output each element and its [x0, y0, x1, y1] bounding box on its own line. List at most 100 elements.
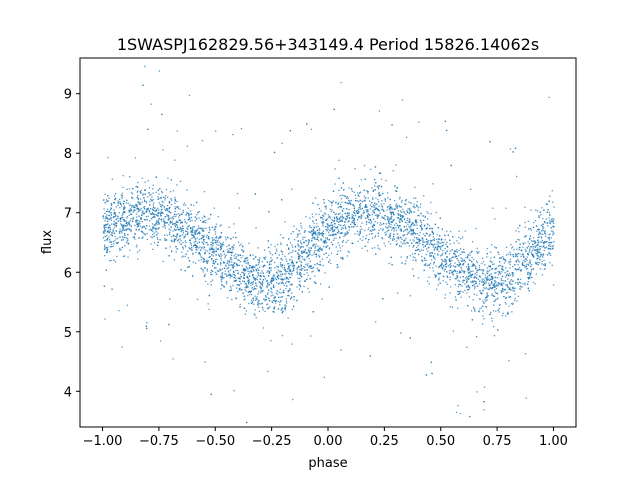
- data-point: [414, 220, 416, 222]
- data-point: [529, 273, 531, 275]
- data-point: [114, 223, 116, 226]
- data-point: [364, 206, 366, 208]
- data-point: [396, 243, 398, 245]
- data-point: [165, 188, 168, 191]
- data-point: [409, 210, 411, 212]
- data-point: [169, 222, 171, 224]
- data-point: [257, 293, 259, 295]
- data-point: [192, 234, 195, 236]
- data-point: [296, 261, 298, 263]
- data-point: [426, 233, 428, 235]
- data-point: [368, 200, 371, 202]
- data-point: [285, 305, 287, 307]
- data-point: [113, 227, 115, 229]
- data-point: [323, 212, 326, 214]
- data-point: [505, 267, 507, 269]
- data-point: [318, 234, 320, 236]
- data-point: [292, 265, 294, 267]
- data-point: [113, 223, 115, 225]
- data-point: [384, 198, 386, 200]
- data-point: [450, 257, 452, 260]
- data-point: [292, 398, 294, 401]
- data-point: [325, 206, 327, 208]
- data-point: [425, 259, 427, 262]
- data-point: [129, 210, 131, 212]
- data-point: [376, 203, 378, 205]
- data-point: [143, 206, 145, 208]
- data-point: [176, 206, 178, 208]
- data-point: [135, 185, 137, 188]
- data-point: [247, 286, 249, 288]
- data-point: [467, 264, 469, 266]
- data-point: [431, 252, 433, 254]
- data-point: [122, 219, 124, 221]
- data-point: [171, 221, 173, 223]
- data-point: [157, 232, 159, 234]
- data-point: [192, 234, 194, 236]
- data-point: [342, 257, 344, 259]
- data-point: [177, 238, 180, 241]
- data-point: [421, 228, 423, 230]
- data-point: [158, 211, 160, 214]
- data-point: [142, 193, 145, 195]
- data-point: [316, 238, 319, 240]
- data-point: [199, 253, 201, 255]
- data-point: [200, 228, 203, 230]
- data-point: [274, 300, 276, 302]
- data-point: [395, 206, 397, 208]
- data-point: [509, 251, 511, 253]
- data-point: [284, 221, 286, 223]
- data-point: [414, 206, 416, 209]
- data-point: [360, 179, 363, 181]
- data-point: [122, 175, 124, 177]
- data-point: [193, 204, 195, 206]
- data-point: [418, 215, 420, 217]
- data-point: [191, 219, 193, 222]
- data-point: [430, 201, 432, 204]
- data-point: [429, 267, 431, 269]
- data-point: [542, 253, 545, 255]
- data-point: [527, 277, 529, 279]
- data-point: [152, 228, 154, 230]
- data-point: [304, 269, 306, 271]
- data-point: [324, 272, 326, 274]
- data-point: [144, 189, 147, 191]
- data-point: [157, 227, 159, 229]
- data-point: [512, 275, 514, 277]
- data-point: [303, 251, 306, 253]
- data-point: [330, 222, 333, 224]
- data-point: [322, 241, 324, 243]
- data-point: [215, 250, 217, 252]
- data-point: [285, 282, 287, 284]
- data-point: [491, 277, 493, 279]
- data-point: [108, 251, 111, 253]
- data-point: [183, 204, 185, 206]
- data-point: [517, 264, 519, 266]
- data-point: [238, 207, 240, 209]
- data-point: [285, 300, 288, 302]
- data-point: [478, 275, 481, 277]
- data-point: [427, 212, 429, 215]
- data-point: [409, 337, 411, 339]
- data-point: [220, 255, 223, 257]
- data-point: [342, 210, 344, 213]
- data-point: [523, 259, 525, 261]
- data-point: [235, 297, 238, 300]
- data-point: [214, 228, 216, 230]
- data-point: [171, 236, 173, 238]
- data-point: [222, 285, 225, 287]
- data-point: [157, 198, 159, 200]
- data-point: [312, 228, 314, 231]
- data-point: [500, 282, 502, 284]
- data-point: [291, 188, 293, 190]
- data-point: [225, 264, 227, 266]
- data-point: [155, 209, 157, 212]
- data-point: [213, 239, 215, 241]
- data-point: [150, 193, 152, 196]
- data-point: [527, 254, 529, 256]
- data-point: [122, 226, 124, 229]
- data-point: [514, 253, 517, 255]
- data-point: [253, 266, 255, 269]
- data-point: [509, 263, 511, 266]
- data-point: [537, 236, 539, 239]
